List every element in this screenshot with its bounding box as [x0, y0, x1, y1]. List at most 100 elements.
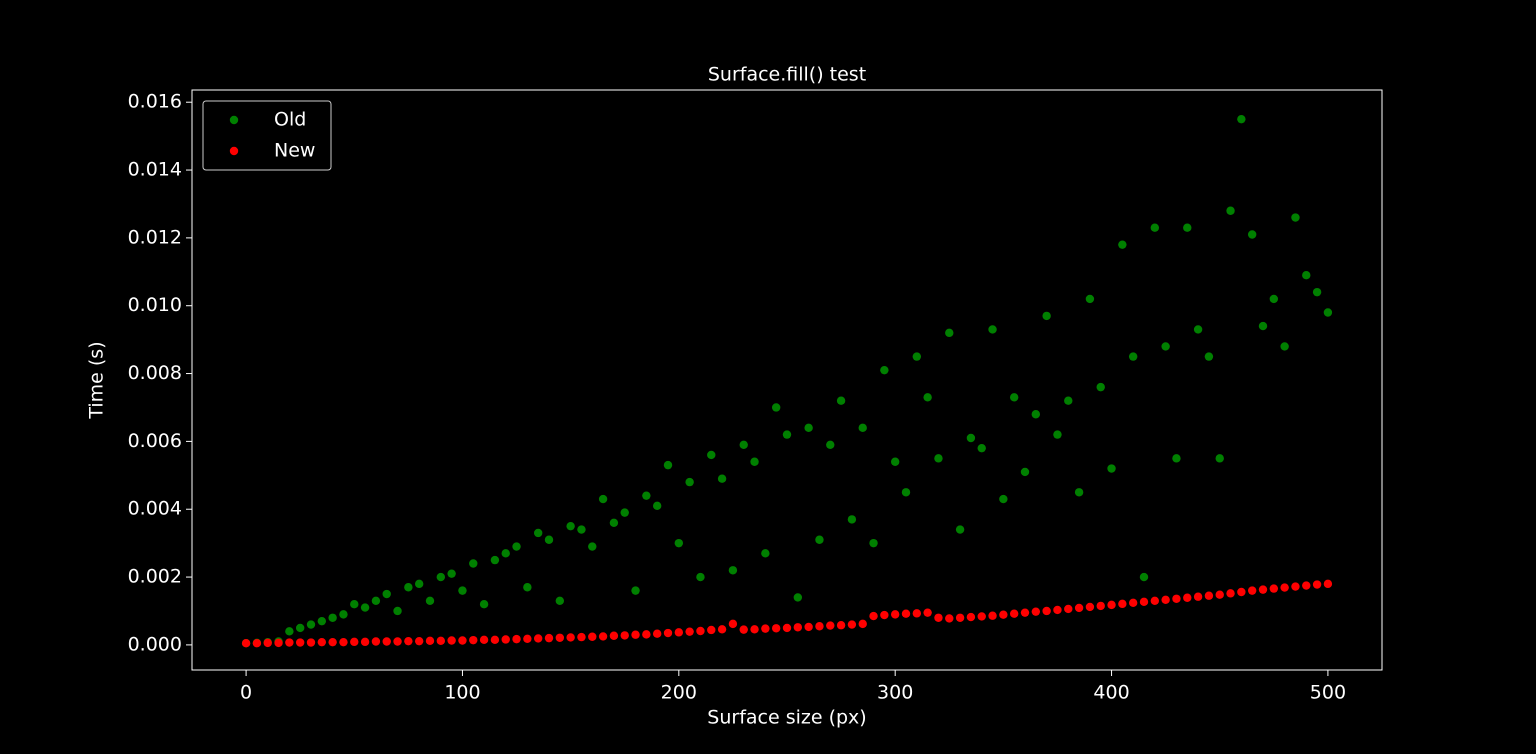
point: [1280, 342, 1289, 351]
point: [847, 515, 857, 524]
point: [501, 549, 510, 558]
point: [544, 633, 554, 643]
plot-frame: [191, 89, 1383, 671]
point: [1020, 608, 1030, 617]
x-tick-label: 200: [661, 682, 697, 704]
point: [490, 635, 500, 645]
point: [1064, 604, 1073, 614]
point: [707, 625, 716, 635]
point: [598, 632, 608, 641]
point: [512, 634, 521, 644]
point: [501, 635, 510, 644]
point: [425, 636, 435, 646]
point: [382, 637, 391, 646]
point: [945, 328, 954, 338]
y-tick-label: 0.008: [128, 362, 182, 384]
x-tick-label: 500: [1310, 682, 1346, 704]
point: [360, 603, 370, 612]
point: [1312, 580, 1322, 589]
point: [761, 549, 770, 558]
point: [717, 474, 727, 483]
legend-label: Old: [274, 109, 306, 131]
point: [912, 609, 922, 618]
point: [490, 555, 500, 565]
point: [923, 393, 932, 402]
point: [966, 612, 976, 622]
point: [1323, 579, 1333, 589]
point: [1009, 393, 1019, 402]
point: [999, 610, 1008, 619]
point: [977, 443, 986, 453]
y-tick-label: 0.002: [128, 566, 182, 588]
y-tick-label: 0.014: [128, 159, 182, 181]
point: [371, 596, 381, 606]
y-tick-label: 0.000: [128, 633, 182, 655]
point: [1096, 601, 1105, 611]
point: [447, 569, 456, 578]
point: [328, 637, 337, 647]
point: [1161, 595, 1170, 604]
point: [620, 508, 629, 517]
y-tick-label: 0.012: [128, 226, 182, 248]
point: [696, 572, 705, 582]
point: [815, 535, 824, 544]
point: [1085, 294, 1095, 304]
point: [1226, 206, 1235, 215]
point: [436, 572, 446, 582]
point: [685, 477, 694, 487]
point: [566, 521, 575, 531]
point: [523, 634, 532, 643]
point: [826, 440, 835, 449]
point: [674, 538, 684, 548]
point: [1053, 430, 1062, 439]
point: [241, 639, 251, 648]
point: [674, 628, 684, 637]
point: [782, 623, 792, 633]
point: [1237, 587, 1246, 597]
point: [1193, 325, 1203, 334]
point: [642, 491, 651, 500]
legend-marker: [229, 115, 239, 125]
point: [1107, 464, 1116, 473]
point: [901, 609, 911, 618]
point: [988, 325, 997, 334]
point: [533, 634, 543, 643]
point: [1074, 488, 1084, 497]
point: [793, 593, 803, 602]
point: [285, 638, 294, 647]
point: [1269, 294, 1279, 304]
x-tick-label: 0: [240, 682, 252, 704]
point: [1053, 605, 1062, 615]
point: [544, 535, 554, 544]
point: [1258, 585, 1268, 594]
point: [393, 606, 402, 616]
point: [663, 460, 673, 470]
point: [1161, 342, 1170, 351]
point: [977, 612, 986, 621]
point: [414, 636, 424, 646]
point: [577, 632, 586, 642]
point: [847, 620, 857, 629]
point: [306, 620, 316, 629]
point: [717, 625, 727, 634]
point: [447, 636, 456, 645]
point: [1215, 454, 1224, 463]
point: [350, 637, 359, 647]
point: [1183, 223, 1192, 232]
point: [1064, 396, 1073, 405]
point: [912, 352, 922, 361]
y-tick-label: 0.006: [128, 430, 182, 452]
point: [1150, 596, 1160, 606]
point: [1085, 602, 1095, 612]
point: [360, 637, 370, 647]
point: [598, 494, 608, 504]
point: [1204, 591, 1214, 600]
point: [1074, 603, 1084, 613]
point: [1291, 582, 1300, 591]
point: [696, 626, 705, 636]
point: [577, 525, 586, 534]
point: [804, 423, 813, 433]
point: [512, 542, 521, 551]
point: [1042, 606, 1051, 616]
point: [890, 457, 900, 466]
